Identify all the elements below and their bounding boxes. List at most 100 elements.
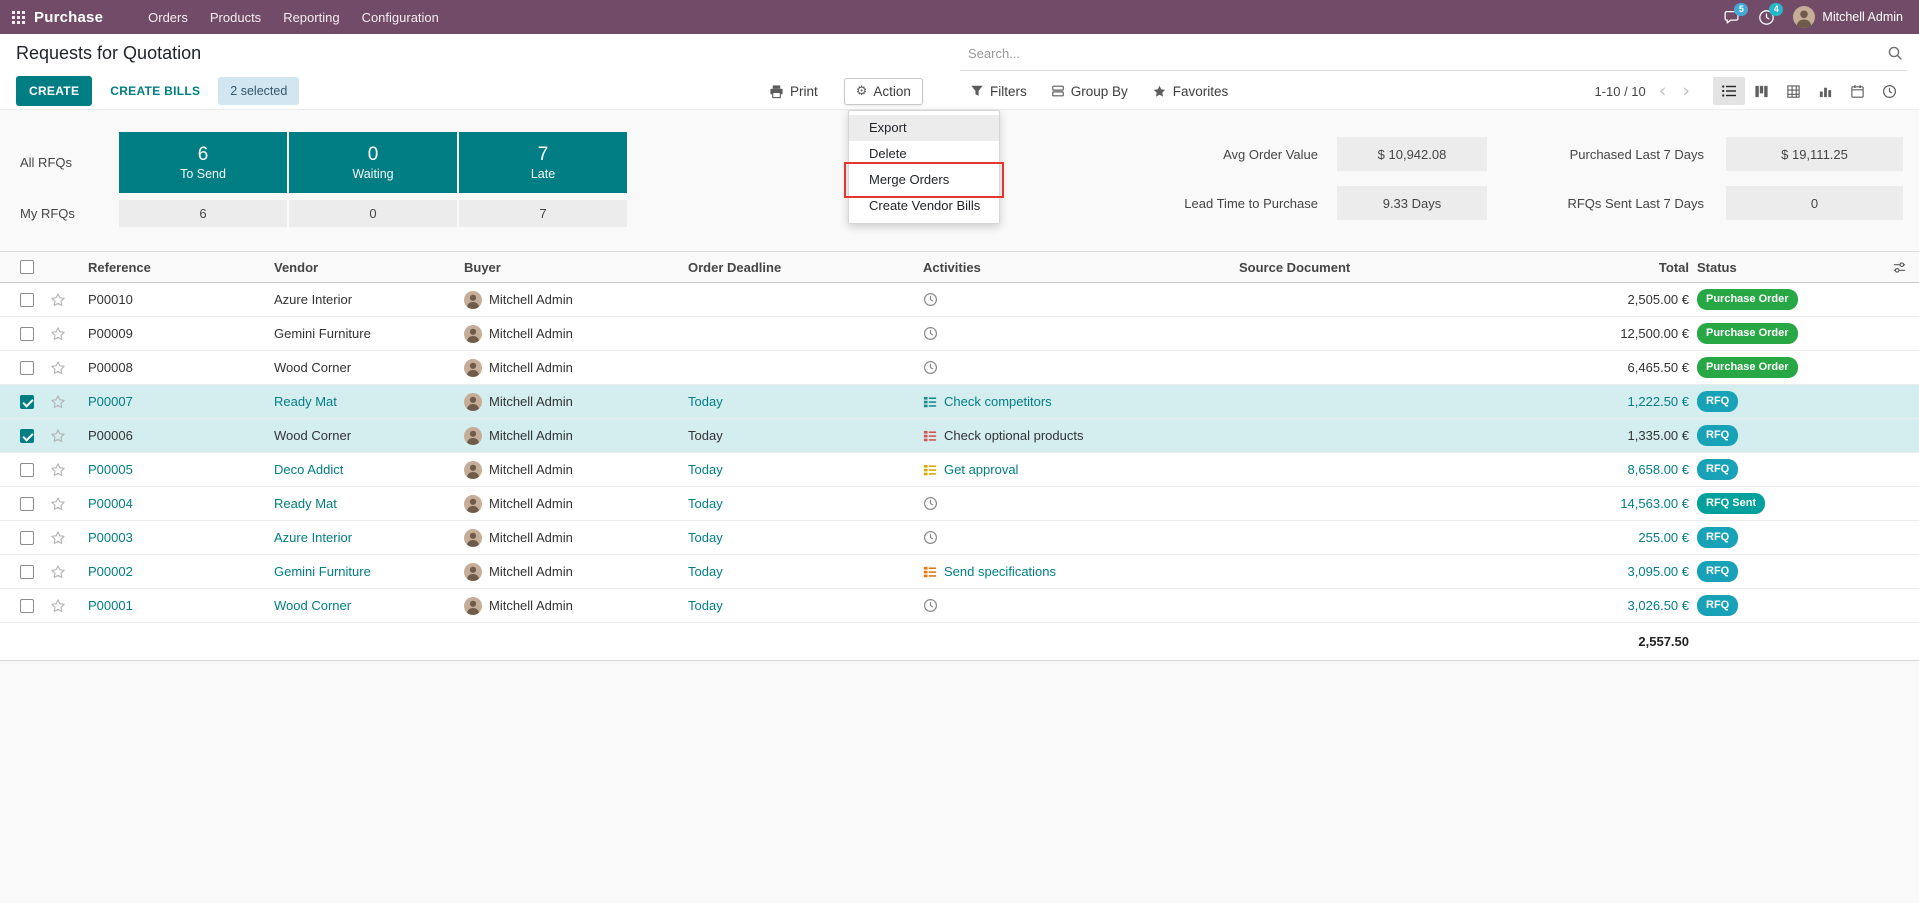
col-buyer[interactable]: Buyer	[464, 259, 501, 275]
row-favorite-star[interactable]	[41, 360, 75, 376]
search-input[interactable]	[960, 45, 1883, 61]
menu-configuration[interactable]: Configuration	[361, 9, 439, 25]
view-graph-button[interactable]	[1809, 77, 1841, 105]
kpi-rfqs-sent-7days[interactable]: 0	[1726, 186, 1903, 220]
kpi-lead-time[interactable]: 9.33 Days	[1337, 186, 1487, 220]
col-total[interactable]: Total	[1658, 259, 1689, 275]
kpi-purchased-7days[interactable]: $ 19,111.25	[1726, 137, 1903, 171]
col-vendor[interactable]: Vendor	[274, 259, 319, 275]
pager-next-icon[interactable]: ›	[1682, 79, 1690, 102]
filter-all-rfqs[interactable]: All RFQs	[20, 155, 72, 170]
kpi-purchased-7days-label[interactable]: Purchased Last 7 Days	[1569, 146, 1704, 162]
row-activity[interactable]	[915, 530, 1231, 545]
row-activity[interactable]: Check competitors	[915, 394, 1231, 409]
row-activity[interactable]: Check optional products	[915, 428, 1231, 443]
create-button[interactable]: CREATE	[16, 76, 93, 106]
row-checkbox[interactable]	[13, 564, 41, 579]
select-all-checkbox[interactable]	[13, 260, 41, 274]
menu-products[interactable]: Products	[209, 9, 262, 25]
row-checkbox[interactable]	[13, 394, 41, 409]
table-row[interactable]: P00001 Wood Corner Mitchell Admin Today 3,02…	[0, 589, 1919, 623]
row-checkbox[interactable]	[13, 462, 41, 477]
stat-to-send[interactable]: 6 To Send	[119, 132, 287, 193]
footer-total: 2,557.50	[1638, 634, 1689, 649]
stat-late[interactable]: 7 Late	[459, 132, 627, 193]
stat-waiting[interactable]: 0 Waiting	[289, 132, 457, 193]
row-checkbox[interactable]	[13, 496, 41, 511]
menu-item-create-vendor-bills[interactable]: Create Vendor Bills	[869, 198, 981, 213]
table-row[interactable]: P00008 Wood Corner Mitchell Admin 6,465.50 …	[0, 351, 1919, 385]
row-favorite-star[interactable]	[41, 462, 75, 478]
group-by-button[interactable]: Group By	[1051, 84, 1128, 99]
row-checkbox[interactable]	[13, 530, 41, 545]
row-favorite-star[interactable]	[41, 394, 75, 410]
user-menu[interactable]: Mitchell Admin	[1793, 6, 1903, 28]
optional-columns-icon[interactable]	[1892, 260, 1907, 275]
row-activity[interactable]	[915, 496, 1231, 511]
filters-button[interactable]: Filters	[970, 84, 1027, 99]
table-row[interactable]: P00005 Deco Addict Mitchell Admin Today Get …	[0, 453, 1919, 487]
table-row[interactable]: P00010 Azure Interior Mitchell Admin 2,505.…	[0, 283, 1919, 317]
col-status[interactable]: Status	[1697, 259, 1737, 275]
table-row[interactable]: P00006 Wood Corner Mitchell Admin Today Chec…	[0, 419, 1919, 453]
col-activities[interactable]: Activities	[923, 259, 981, 275]
my-to-send[interactable]: 6	[119, 200, 287, 227]
row-activity[interactable]	[915, 326, 1231, 341]
kpi-lead-time-label[interactable]: Lead Time to Purchase	[1184, 195, 1318, 211]
menu-orders[interactable]: Orders	[148, 9, 188, 25]
view-pivot-button[interactable]	[1777, 77, 1809, 105]
table-row[interactable]: P00007 Ready Mat Mitchell Admin Today Check …	[0, 385, 1919, 419]
table-row[interactable]: P00003 Azure Interior Mitchell Admin Today 2…	[0, 521, 1919, 555]
col-order-deadline[interactable]: Order Deadline	[688, 259, 782, 275]
apps-menu-icon[interactable]	[12, 10, 25, 24]
row-activity[interactable]: Send specifications	[915, 564, 1231, 579]
row-favorite-star[interactable]	[41, 530, 75, 546]
row-favorite-star[interactable]	[41, 496, 75, 512]
app-name[interactable]: Purchase	[34, 8, 104, 26]
row-total: 14,563.00 €	[1620, 496, 1689, 511]
row-favorite-star[interactable]	[41, 564, 75, 580]
row-checkbox[interactable]	[13, 428, 41, 443]
filter-my-rfqs[interactable]: My RFQs	[20, 206, 75, 221]
my-waiting[interactable]: 0	[289, 200, 457, 227]
menu-reporting[interactable]: Reporting	[283, 9, 340, 25]
row-activity[interactable]	[915, 360, 1231, 375]
print-button[interactable]: Print	[769, 84, 818, 99]
table-row[interactable]: P00002 Gemini Furniture Mitchell Admin Toda…	[0, 555, 1919, 589]
row-checkbox[interactable]	[13, 598, 41, 613]
kpi-avg-order-value-label[interactable]: Avg Order Value	[1223, 146, 1318, 162]
menu-item-delete[interactable]: Delete	[869, 146, 907, 161]
col-source-document[interactable]: Source Document	[1239, 259, 1351, 275]
kpi-avg-order-value[interactable]: $ 10,942.08	[1337, 137, 1487, 171]
row-activity[interactable]	[915, 292, 1231, 307]
row-favorite-star[interactable]	[41, 292, 75, 308]
pager-previous-icon[interactable]: ‹	[1658, 79, 1667, 102]
row-favorite-star[interactable]	[41, 428, 75, 444]
stat-waiting-value: 0	[367, 143, 379, 165]
row-favorite-star[interactable]	[41, 598, 75, 614]
row-activity[interactable]: Get approval	[915, 462, 1231, 477]
menu-item-merge-orders[interactable]: Merge Orders	[844, 162, 1004, 198]
action-button[interactable]: ⚙ Action	[843, 77, 923, 105]
search-icon[interactable]	[1883, 45, 1907, 61]
table-row[interactable]: P00004 Ready Mat Mitchell Admin Today 14,563…	[0, 487, 1919, 521]
row-checkbox[interactable]	[13, 292, 41, 307]
row-activity[interactable]	[915, 598, 1231, 613]
menu-item-export[interactable]: Export	[849, 115, 999, 141]
view-calendar-button[interactable]	[1841, 77, 1873, 105]
activities-icon[interactable]: 4	[1758, 2, 1784, 26]
col-reference[interactable]: Reference	[88, 259, 151, 275]
search-bar[interactable]	[960, 36, 1907, 71]
favorites-button[interactable]: Favorites	[1152, 84, 1228, 99]
my-late[interactable]: 7	[459, 200, 627, 227]
view-kanban-button[interactable]	[1745, 77, 1777, 105]
row-favorite-star[interactable]	[41, 326, 75, 342]
table-row[interactable]: P00009 Gemini Furniture Mitchell Admin 12,5…	[0, 317, 1919, 351]
row-checkbox[interactable]	[13, 326, 41, 341]
row-checkbox[interactable]	[13, 360, 41, 375]
messages-icon[interactable]: 5	[1723, 2, 1749, 26]
view-list-button[interactable]	[1713, 77, 1745, 105]
view-activity-button[interactable]	[1873, 77, 1905, 105]
kpi-rfqs-sent-7days-label[interactable]: RFQs Sent Last 7 Days	[1567, 195, 1704, 211]
create-bills-button[interactable]: CREATE BILLS	[106, 77, 204, 105]
